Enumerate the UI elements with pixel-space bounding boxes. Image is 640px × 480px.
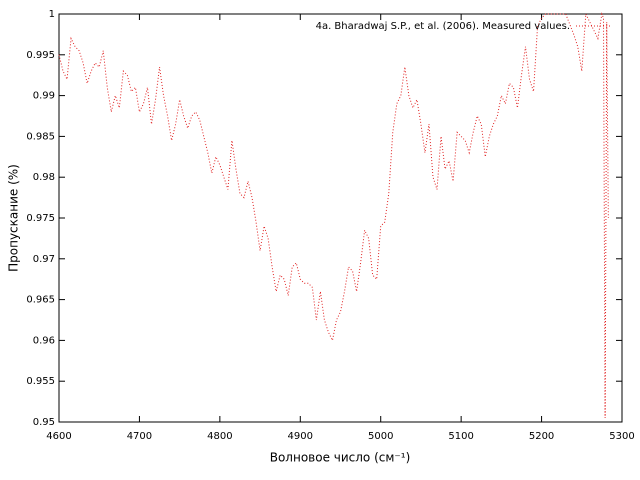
x-tick-label: 4800	[207, 431, 232, 442]
x-tick-label: 4600	[46, 431, 71, 442]
y-tick-label: 0.95	[33, 417, 55, 428]
plot-border	[58, 13, 623, 423]
y-tick-label: 0.975	[26, 213, 55, 224]
x-tick-label: 5000	[368, 431, 393, 442]
y-tick-label: 0.96	[33, 335, 55, 346]
y-tick-label: 0.995	[26, 50, 55, 61]
y-tick-label: 0.97	[33, 254, 55, 265]
y-tick-label: 0.99	[33, 91, 55, 102]
y-tick-label: 0.965	[26, 295, 55, 306]
y-tick-label: 0.98	[33, 172, 55, 183]
x-tick-label: 5100	[448, 431, 473, 442]
data-line	[58, 12, 609, 418]
y-axis-label: Пропускание (%)	[7, 164, 21, 272]
y-tick-label: 0.985	[26, 131, 55, 142]
x-tick-label: 4700	[127, 431, 152, 442]
y-tick-label: 1	[49, 9, 55, 20]
x-axis-label: Волновое число (см⁻¹)	[270, 451, 411, 465]
y-tick-label: 0.955	[26, 376, 55, 387]
x-tick-label: 4900	[288, 431, 313, 442]
legend-label: 4a. Bharadwaj S.P., et al. (2006). Measu…	[316, 21, 570, 32]
x-tick-label: 5300	[609, 431, 634, 442]
x-tick-label: 5200	[529, 431, 554, 442]
